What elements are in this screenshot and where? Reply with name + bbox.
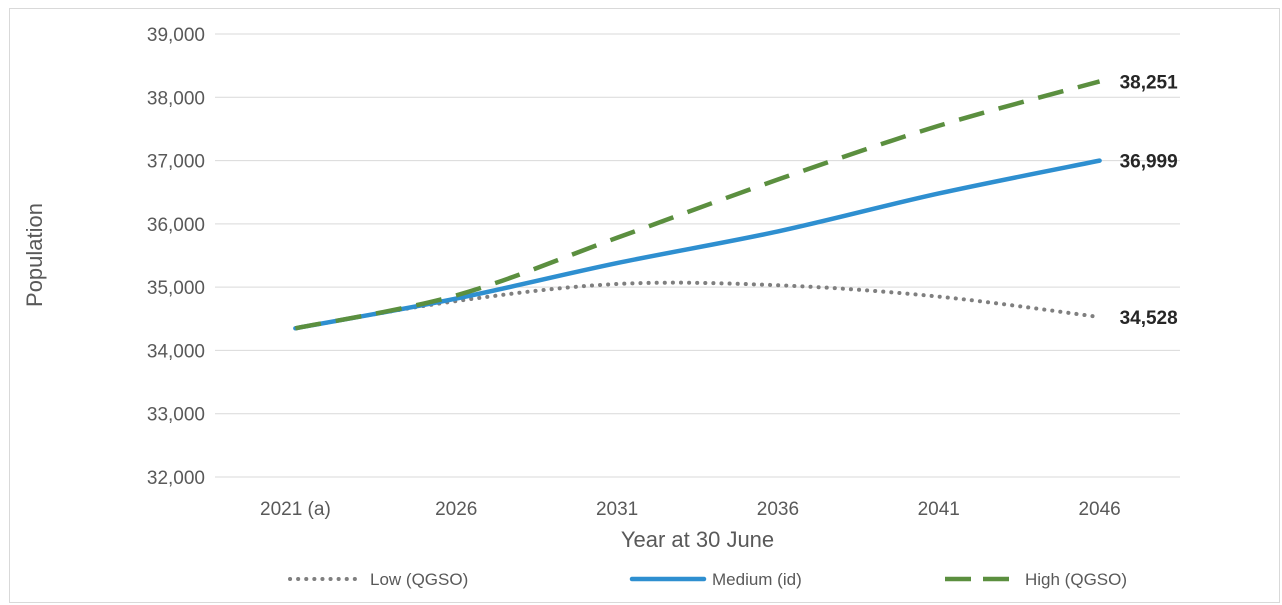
y-tick-label: 34,000 xyxy=(147,341,205,362)
x-tick-label: 2046 xyxy=(1078,499,1120,520)
series-layer xyxy=(293,79,1102,331)
y-tick-label: 35,000 xyxy=(147,278,205,299)
x-axis-ticks: 2021 (a) 2026 2031 2036 2041 2046 xyxy=(260,499,1121,520)
y-tick-label: 39,000 xyxy=(147,25,205,46)
end-value-label: 38,251 xyxy=(1120,72,1179,93)
gridlines xyxy=(215,33,1180,478)
y-axis-title: Population xyxy=(22,203,47,307)
x-axis-title: Year at 30 June xyxy=(621,527,774,552)
y-tick-label: 32,000 xyxy=(147,468,205,489)
y-tick-label: 38,000 xyxy=(147,88,205,109)
series-line-low-qgso xyxy=(293,280,1102,331)
legend: Low (QGSO) Medium (id) High (QGSO) xyxy=(288,570,1127,589)
x-tick-label: 2036 xyxy=(757,499,799,520)
x-tick-label: 2031 xyxy=(596,499,638,520)
x-tick-label: 2026 xyxy=(435,499,477,520)
legend-item: High (QGSO) xyxy=(945,570,1127,589)
y-axis-ticks: 32,000 33,000 34,000 35,000 36,000 37,000 38,0… xyxy=(147,25,205,489)
series-line-high-qgso xyxy=(294,79,1101,331)
x-tick-label: 2021 (a) xyxy=(260,499,331,520)
end-labels: 34,528 36,999 38,251 xyxy=(1120,72,1179,329)
legend-label: High (QGSO) xyxy=(1025,570,1127,589)
y-tick-label: 36,000 xyxy=(147,215,205,236)
end-value-label: 36,999 xyxy=(1120,152,1178,173)
end-value-label: 34,528 xyxy=(1120,308,1178,329)
chart-frame xyxy=(9,8,1280,603)
y-tick-label: 37,000 xyxy=(147,152,205,173)
legend-label: Medium (id) xyxy=(712,570,802,589)
legend-label: Low (QGSO) xyxy=(370,570,468,589)
legend-item: Medium (id) xyxy=(629,570,802,589)
y-tick-label: 33,000 xyxy=(147,405,205,426)
legend-item: Low (QGSO) xyxy=(288,570,468,589)
x-tick-label: 2041 xyxy=(918,499,960,520)
